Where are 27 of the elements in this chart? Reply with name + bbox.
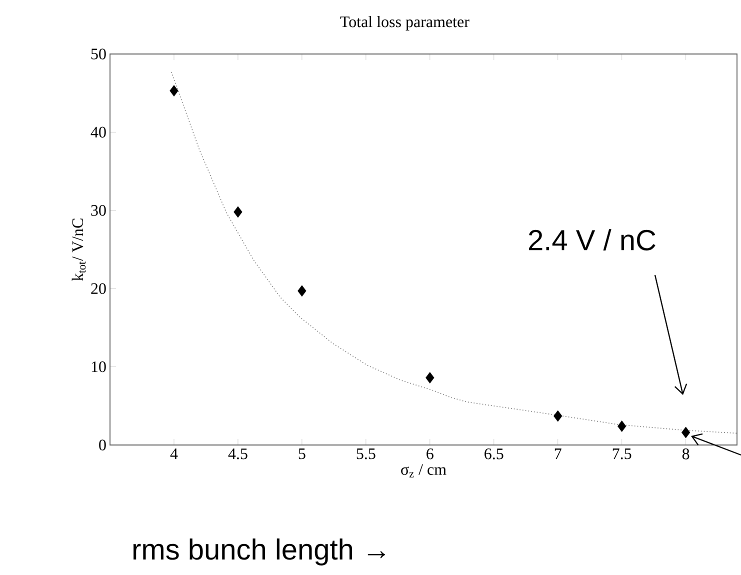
x-tick-label: 6 [426, 448, 434, 460]
x-tick-label: 4 [170, 448, 178, 460]
y-tick-label: 10 [92, 361, 106, 372]
x-tick-label: 8 [682, 448, 690, 460]
point [170, 85, 178, 96]
y-tick-label: 0 [99, 440, 106, 450]
y-tick-label: 20 [91, 283, 106, 294]
x-tick-label: 6.5 [484, 448, 504, 460]
point [618, 420, 626, 432]
point [554, 410, 562, 422]
x-tick-label: 7 [554, 448, 562, 459]
y-tick-label: 50 [91, 48, 106, 60]
y-tick-label: 40 [90, 126, 106, 138]
x-tick-label: 4.5 [228, 448, 248, 460]
x-tick-label: 5.5 [356, 448, 376, 460]
y-tick-label: 30 [91, 205, 106, 216]
x-tick-label: 7.5 [612, 448, 632, 460]
y-axis-title: k$_{tot}$/ V/nC [72, 218, 86, 281]
x-tick-label: 5 [298, 448, 306, 460]
chart-title: Total loss parameter [340, 16, 470, 30]
text: rms bunch length → [133, 538, 386, 566]
point [681, 426, 690, 438]
point [426, 372, 434, 384]
x-axis-title: σ$_{z}$ / cm [401, 464, 446, 478]
point [234, 206, 242, 218]
point [298, 285, 306, 297]
annotation: 2.4 V / nC [528, 229, 656, 250]
